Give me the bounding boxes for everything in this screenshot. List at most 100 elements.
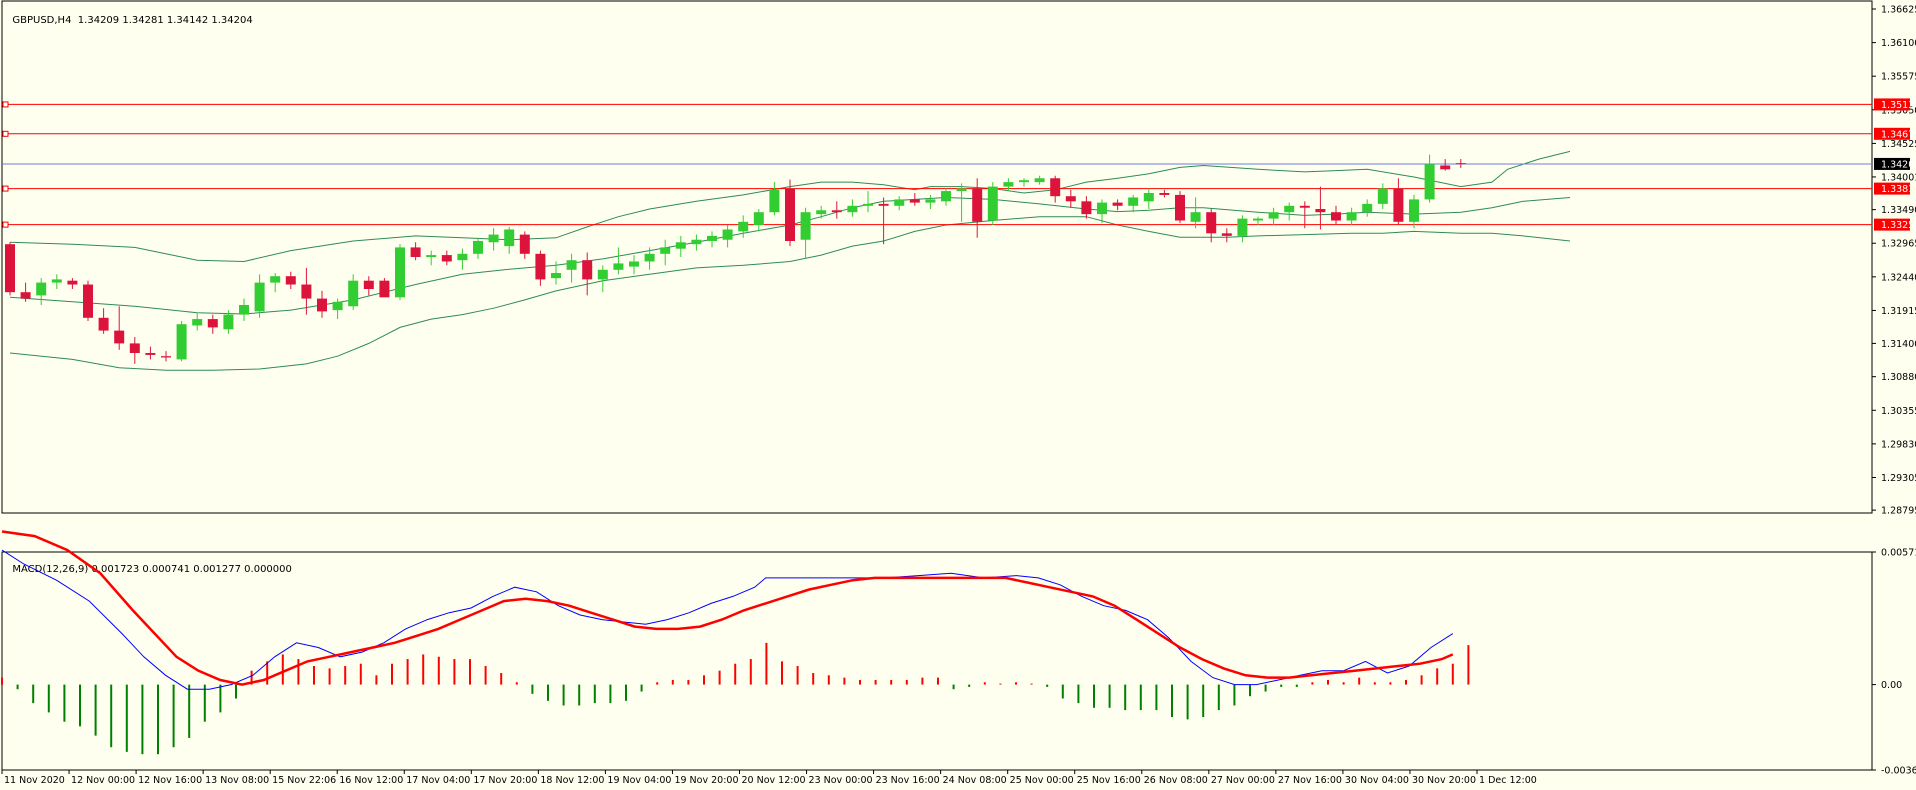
candle[interactable] xyxy=(878,197,889,245)
candle[interactable] xyxy=(660,239,671,266)
candle[interactable] xyxy=(1409,194,1419,229)
candle[interactable] xyxy=(1159,189,1170,198)
candle[interactable] xyxy=(5,242,15,296)
level-handle[interactable] xyxy=(2,185,9,192)
candle[interactable] xyxy=(1019,178,1029,187)
candle[interactable] xyxy=(753,209,764,232)
candle[interactable] xyxy=(1268,207,1279,225)
candle[interactable] xyxy=(816,205,827,219)
candle[interactable] xyxy=(1299,201,1310,229)
candle[interactable] xyxy=(956,183,967,222)
candle[interactable] xyxy=(1175,191,1185,224)
candle[interactable] xyxy=(847,199,858,217)
candle[interactable] xyxy=(176,321,187,362)
candle[interactable] xyxy=(691,234,702,251)
candle[interactable] xyxy=(317,290,327,318)
candle[interactable] xyxy=(1455,159,1466,168)
candle[interactable] xyxy=(800,207,811,259)
candle[interactable] xyxy=(1253,216,1263,225)
candle[interactable] xyxy=(941,188,951,206)
candle[interactable] xyxy=(738,215,749,238)
candle[interactable] xyxy=(457,248,468,270)
candle[interactable] xyxy=(504,226,515,254)
candle[interactable] xyxy=(379,278,390,298)
candle[interactable] xyxy=(1362,199,1373,217)
candle[interactable] xyxy=(301,267,312,315)
candle[interactable] xyxy=(597,265,608,293)
candle[interactable] xyxy=(925,194,936,209)
candle[interactable] xyxy=(1237,215,1248,243)
candle[interactable] xyxy=(519,231,530,259)
candle[interactable] xyxy=(644,247,655,270)
candle[interactable] xyxy=(1393,178,1404,225)
candle[interactable] xyxy=(410,242,421,261)
candle[interactable] xyxy=(894,196,905,211)
candle[interactable] xyxy=(707,231,717,248)
candle[interactable] xyxy=(426,250,437,266)
candle[interactable] xyxy=(972,178,983,238)
candle[interactable] xyxy=(161,351,171,362)
candle[interactable] xyxy=(831,201,842,219)
candle[interactable] xyxy=(582,252,593,296)
candle[interactable] xyxy=(785,179,795,247)
candle[interactable] xyxy=(1331,205,1341,225)
candle[interactable] xyxy=(1034,175,1045,185)
candle[interactable] xyxy=(1346,207,1357,225)
candle[interactable] xyxy=(51,274,62,289)
candle[interactable] xyxy=(363,276,374,296)
candle[interactable] xyxy=(67,278,78,289)
candle[interactable] xyxy=(114,306,125,350)
candle[interactable] xyxy=(1112,199,1123,211)
candle[interactable] xyxy=(1097,199,1107,224)
candle[interactable] xyxy=(207,314,218,334)
candle[interactable] xyxy=(20,282,31,302)
candle[interactable] xyxy=(909,193,920,206)
candle[interactable] xyxy=(145,346,156,360)
candle[interactable] xyxy=(83,280,93,321)
candle[interactable] xyxy=(192,312,203,331)
candle[interactable] xyxy=(1206,209,1217,243)
candle[interactable] xyxy=(254,274,265,318)
candle[interactable] xyxy=(1081,196,1092,219)
candle[interactable] xyxy=(566,253,577,283)
candle[interactable] xyxy=(332,298,343,320)
price-chart-pane[interactable]: 1.36625 1.36100 1.35575 1.35050 1.34525 1.340… xyxy=(1,0,1916,517)
candle[interactable] xyxy=(1143,188,1154,209)
candle[interactable] xyxy=(629,255,639,275)
candle[interactable] xyxy=(36,278,47,305)
candle[interactable] xyxy=(1003,178,1014,192)
candle[interactable] xyxy=(1190,197,1201,229)
candle[interactable] xyxy=(1284,202,1295,221)
candle[interactable] xyxy=(1424,154,1435,203)
candle[interactable] xyxy=(1315,186,1326,230)
candle[interactable] xyxy=(129,337,140,364)
candle[interactable] xyxy=(535,250,546,286)
candle[interactable] xyxy=(473,237,483,259)
candle[interactable] xyxy=(348,274,359,311)
candle[interactable] xyxy=(270,273,281,293)
candle[interactable] xyxy=(441,250,452,266)
candle[interactable] xyxy=(863,191,873,213)
candle[interactable] xyxy=(769,182,780,216)
candle[interactable] xyxy=(675,235,686,257)
candle[interactable] xyxy=(239,298,249,321)
candle[interactable] xyxy=(551,261,561,285)
candle[interactable] xyxy=(1377,183,1388,209)
level-handle[interactable] xyxy=(2,221,9,228)
candle[interactable] xyxy=(98,308,109,334)
candle[interactable] xyxy=(285,271,296,289)
level-handle[interactable] xyxy=(2,130,9,137)
candle[interactable] xyxy=(722,225,733,248)
candle[interactable] xyxy=(488,228,499,251)
candle[interactable] xyxy=(1050,175,1061,203)
candle[interactable] xyxy=(1221,228,1232,243)
candle[interactable] xyxy=(223,310,234,334)
candle[interactable] xyxy=(1065,189,1076,208)
candle[interactable] xyxy=(1128,194,1139,213)
candle[interactable] xyxy=(613,247,624,275)
candle[interactable] xyxy=(987,182,998,225)
macd-pane[interactable]: 0.005716 0.00 -0.003682 xyxy=(1,530,1916,777)
candle[interactable] xyxy=(1440,159,1451,171)
candle[interactable] xyxy=(395,244,405,300)
